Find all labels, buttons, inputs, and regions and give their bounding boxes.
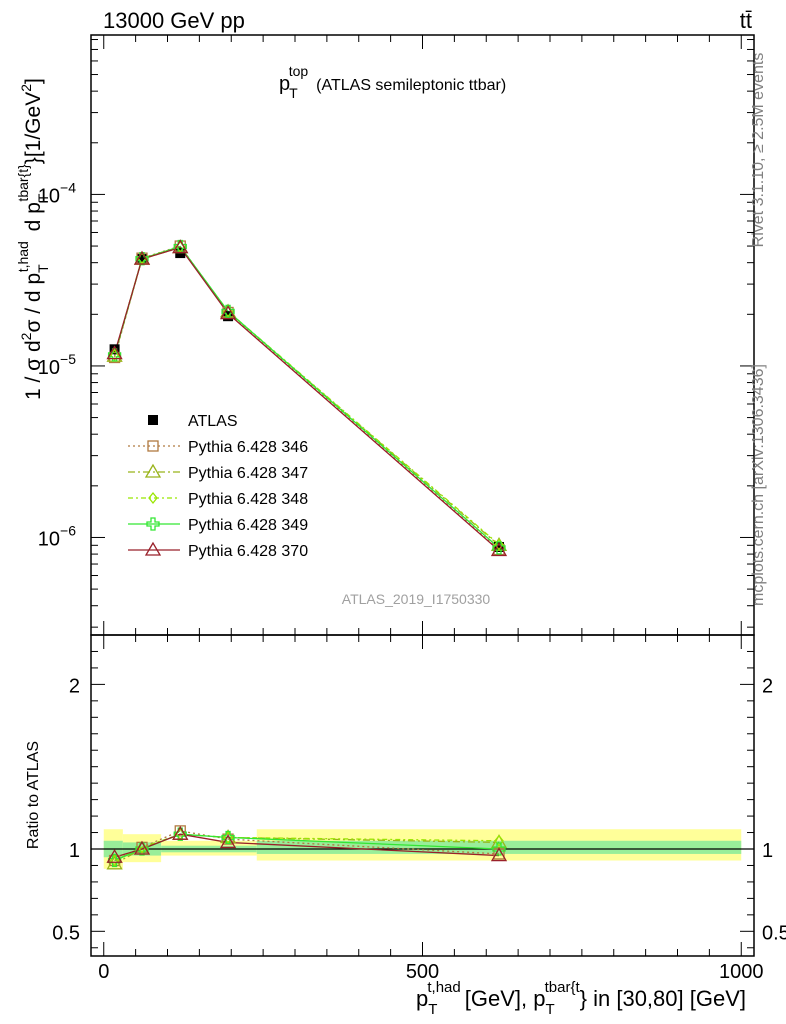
- legend-marker-4: [146, 517, 160, 531]
- ratio-series-line-4: [114, 833, 500, 858]
- x-tick-label: 1000: [719, 961, 764, 983]
- main-point-s3-4: [494, 538, 504, 551]
- x-axis-label: pTt,had [GeV], pTtbar{t} in [30,80] [GeV]: [416, 979, 746, 1018]
- main-point-s5-1: [133, 250, 151, 265]
- xlabel-rest: } in [30,80] [GeV]: [580, 986, 746, 1011]
- ratio-series-line-2: [114, 833, 500, 862]
- ratio-point-s3-0: [107, 853, 122, 868]
- legend-marker-3: [148, 491, 158, 505]
- legend-label-4: Pythia 6.428 349: [188, 517, 308, 534]
- rivet-version-label: Rivet 3.1.10, ≥ 2.5M events: [750, 53, 767, 248]
- xlabel-sup2: tbar{t: [545, 979, 581, 996]
- main-y-tick-label: 10−5: [38, 351, 76, 379]
- legend: ATLAS Pythia 6.428 346 Pythia 6.428 347 Pyt…: [128, 413, 308, 560]
- ratio-point-s3-4: [492, 842, 506, 856]
- main-point-s0-1: [137, 254, 147, 265]
- legend-label-5: Pythia 6.428 370: [188, 543, 308, 560]
- xlabel-sub1: T: [428, 1001, 437, 1018]
- header-right-label: tt̄: [740, 8, 752, 33]
- axis-ticks: 10−6 10−5 10−4 0 500 1000 0.5 0.5 1 1 2 2: [38, 35, 786, 983]
- title-p: p: [279, 73, 290, 95]
- legend-label-1: Pythia 6.428 346: [188, 439, 308, 456]
- legend-label-0: ATLAS: [188, 413, 238, 430]
- main-y-tick-label: 10−4: [38, 179, 76, 207]
- header-left-label: 13000 GeV pp: [103, 8, 245, 33]
- ratio-point-s0-2: [174, 825, 186, 837]
- main-series-line-5: [113, 246, 500, 551]
- ratio-y-axis-label: Ratio to ATLAS: [25, 741, 42, 849]
- legend-label-2: Pythia 6.428 347: [188, 465, 308, 482]
- main-y-tick-label: 10−6: [38, 522, 76, 550]
- legend-label-3: Pythia 6.428 348: [188, 491, 308, 508]
- ratio-point-s2-4: [494, 834, 504, 847]
- ratio-y-tick-label-right: 1: [762, 840, 773, 862]
- series-markers: [106, 239, 508, 870]
- main-point-s5-2: [172, 239, 189, 254]
- main-point-s5-0: [106, 345, 123, 360]
- ratio-point-s4-4: [490, 847, 508, 862]
- legend-marker-5: [144, 541, 162, 556]
- ratio-y-tick-label: 0.5: [52, 922, 80, 944]
- ratio-y-tick-label: 1: [69, 840, 80, 862]
- main-y-axis-label: 1 / σ d2σ / d pTt,had d pTtbar{t}}[1/GeV…: [15, 78, 51, 400]
- main-point-s4-0: [107, 348, 122, 362]
- title-subscript: T: [289, 85, 298, 101]
- legend-marker-0: [148, 415, 158, 425]
- ratio-point-s3-1: [135, 842, 149, 856]
- legend-marker-1: [147, 440, 159, 452]
- ratio-plot-frame: [90, 634, 755, 957]
- ratio-y-tick-label-right: 2: [762, 675, 773, 697]
- main-point-s5-4: [490, 542, 508, 557]
- analysis-watermark: ATLAS_2019_I1750330: [342, 591, 491, 607]
- legend-marker-2: [144, 463, 162, 478]
- main-series-line-1: [113, 245, 500, 551]
- main-point-s0-4: [494, 541, 504, 552]
- xlabel-sub2: T: [545, 1001, 554, 1018]
- xlabel-sup1: t,had: [427, 979, 460, 996]
- ratio-point-s4-2: [172, 825, 189, 840]
- plot-title: pTtop (ATLAS semileptonic ttbar): [279, 63, 506, 101]
- ratio-y-tick-label-right: 0.5: [762, 922, 786, 944]
- ratio-point-s3-2: [173, 827, 187, 841]
- ratio-point-s4-1: [133, 840, 151, 855]
- title-rest: (ATLAS semileptonic ttbar): [316, 77, 506, 94]
- xlabel-mid: [GeV], p: [465, 986, 546, 1011]
- xlabel-p1: p: [416, 986, 428, 1011]
- series-lines: [113, 245, 500, 865]
- x-tick-label: 500: [406, 961, 439, 983]
- ratio-point-s3-3: [221, 830, 235, 845]
- ratio-point-s4-0: [106, 848, 123, 863]
- ratio-point-s4-3: [219, 834, 237, 849]
- title-superscript: top: [289, 63, 309, 79]
- mcplots-label: mcplots.cern.ch [arXiv:1306.3436]: [750, 364, 767, 606]
- svg-text:1 / σ d2σ / d pTt,had d pTtbar: 1 / σ d2σ / d pTt,had d pTtbar{t}}[1/GeV…: [15, 78, 51, 400]
- x-tick-label: 0: [98, 961, 109, 983]
- main-point-s5-3: [219, 305, 237, 320]
- ratio-y-tick-label: 2: [69, 675, 80, 697]
